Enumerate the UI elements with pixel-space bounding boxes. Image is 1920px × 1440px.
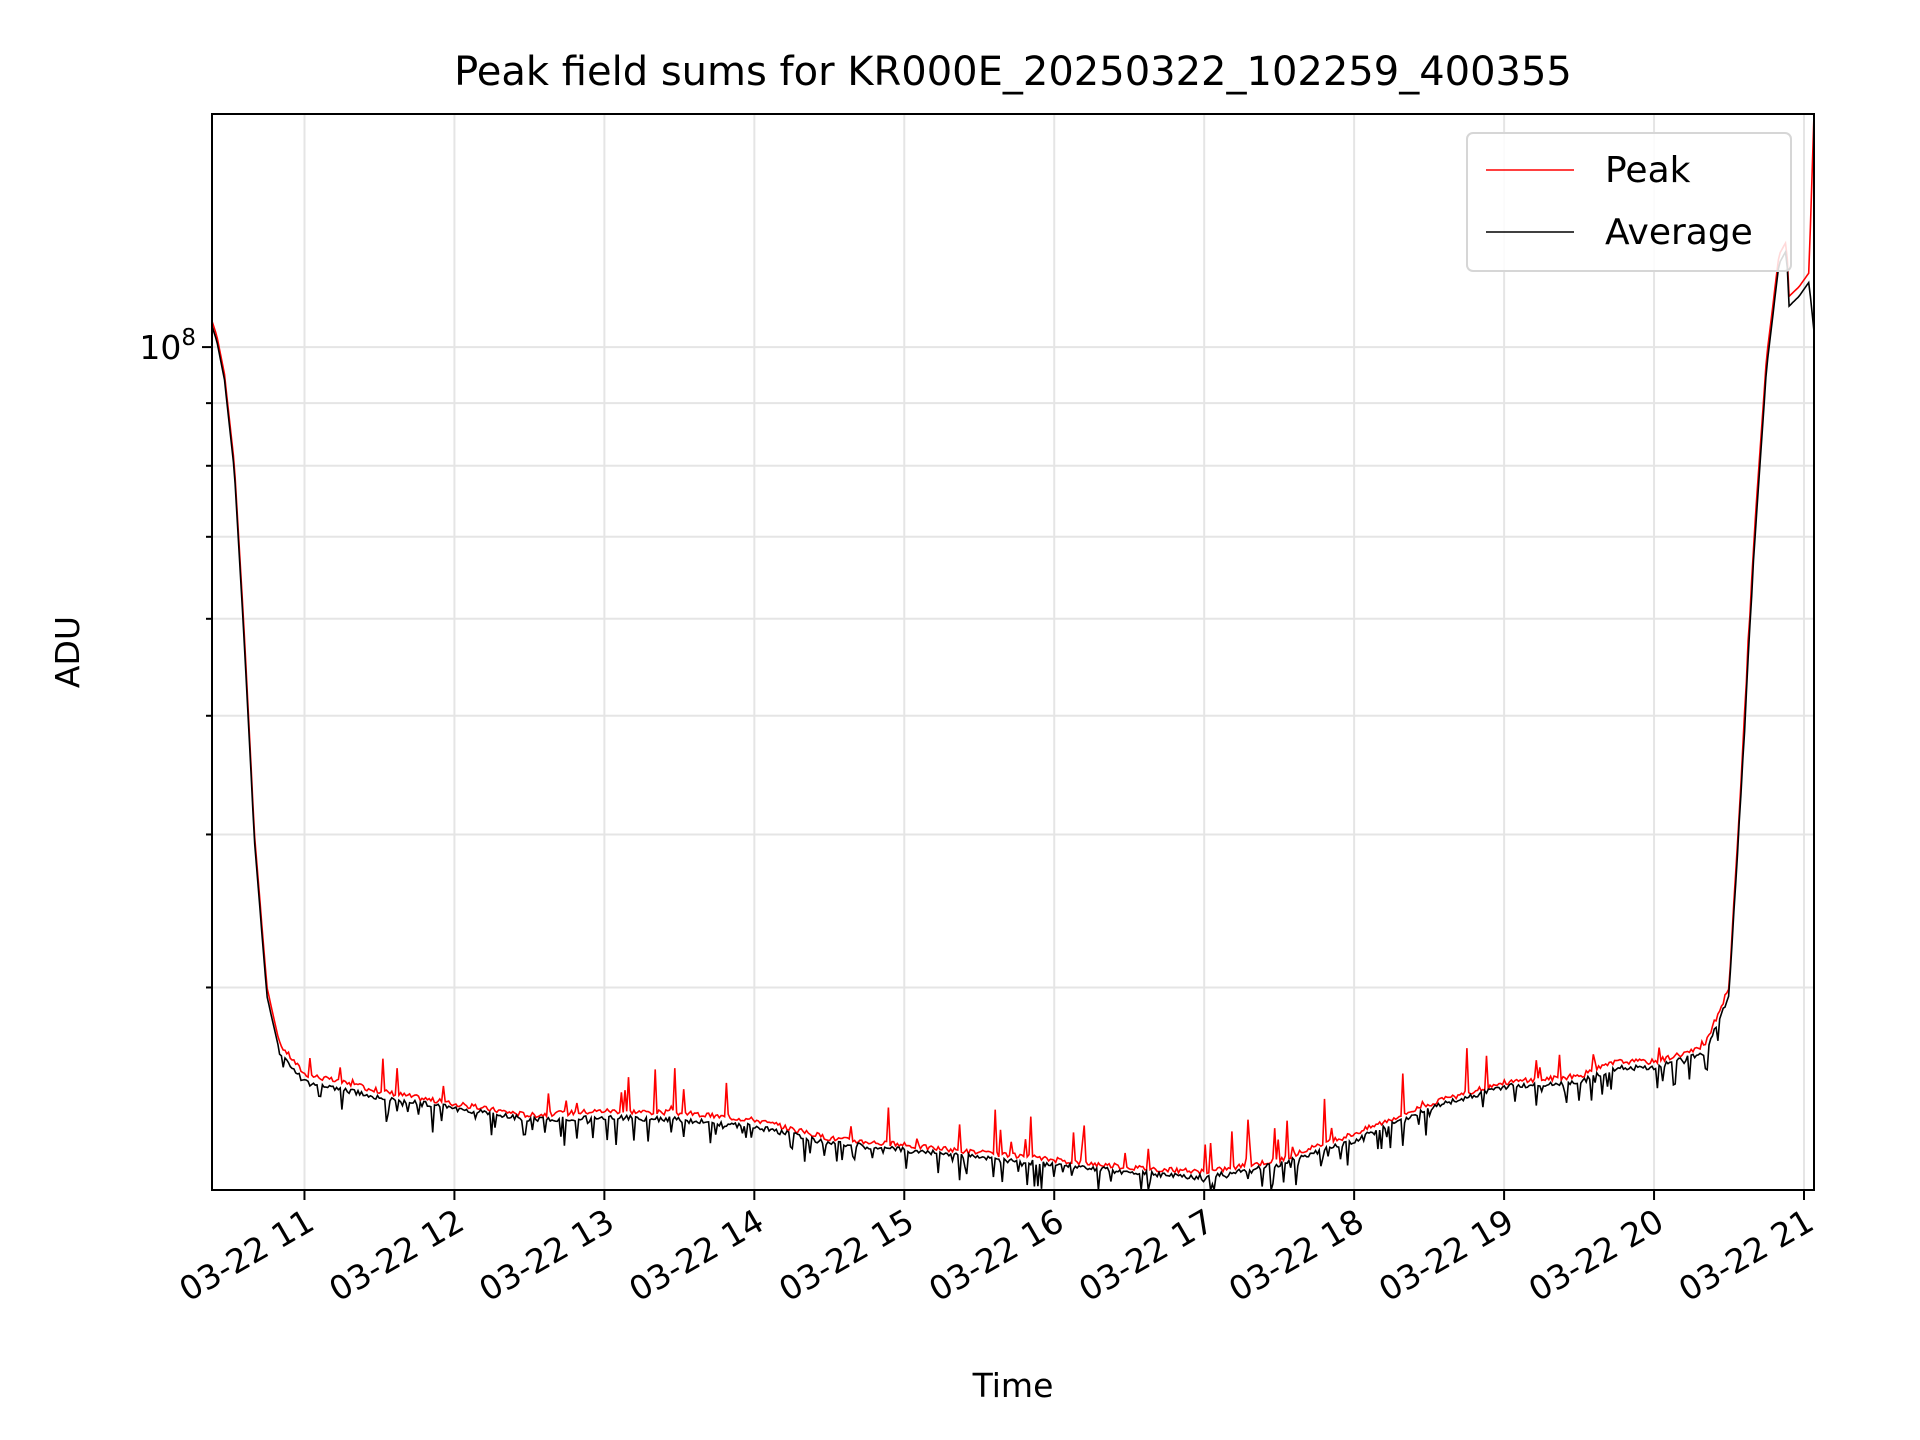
- plot-area-frame: [211, 113, 1815, 1191]
- legend-label-average: Average: [1605, 212, 1753, 253]
- legend: Peak Average: [1466, 132, 1792, 272]
- grid-lines: [212, 114, 1814, 1190]
- x-axis-label: Time: [972, 1366, 1054, 1405]
- series-line-average: [211, 249, 1815, 1191]
- series-layer: [211, 113, 1815, 1191]
- chart-title: Peak field sums for KR000E_20250322_1022…: [454, 49, 1572, 95]
- y-tick-label: 108: [139, 325, 196, 367]
- series-line-peak: [211, 113, 1815, 1176]
- legend-box: [1466, 132, 1792, 272]
- y-axis-label: ADU: [48, 616, 87, 688]
- legend-label-peak: Peak: [1605, 150, 1691, 191]
